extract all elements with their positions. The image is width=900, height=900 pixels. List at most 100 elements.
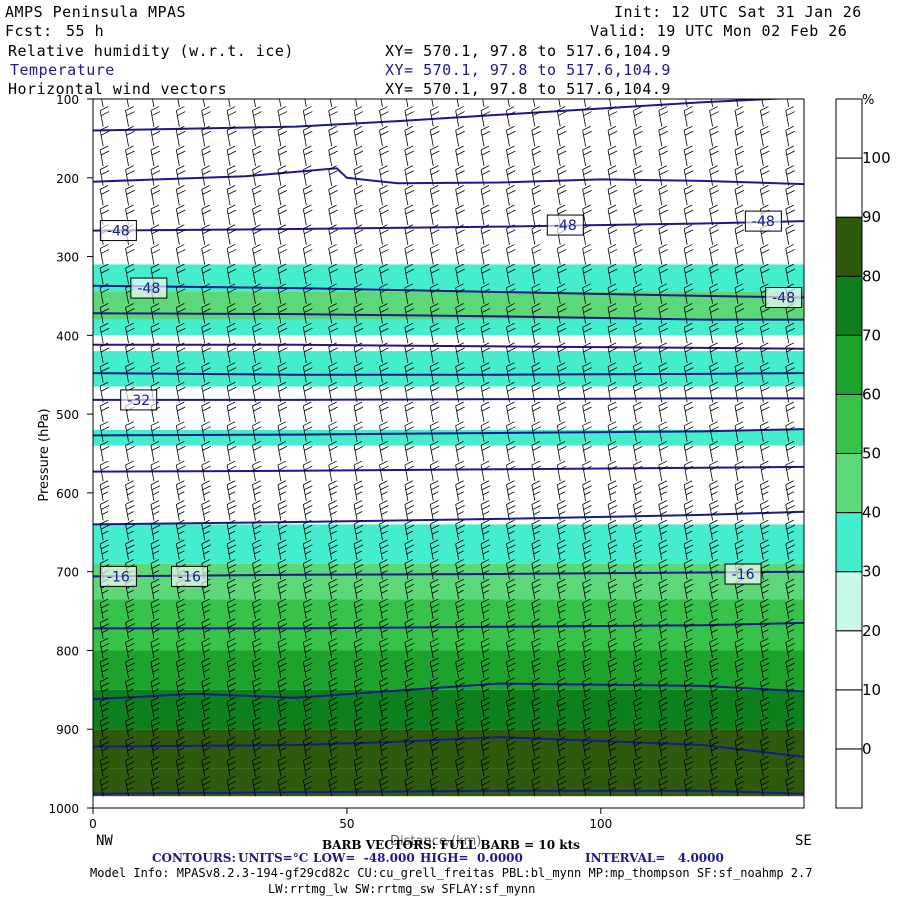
wind-barb — [201, 716, 211, 738]
wind-barb — [709, 637, 719, 659]
wind-barb — [379, 283, 389, 304]
wind-barb — [607, 165, 618, 186]
wind-barb — [785, 401, 795, 423]
wind-barb — [379, 362, 389, 383]
wind-barb — [506, 441, 516, 462]
x-tick-label: 0 — [89, 817, 97, 831]
wind-barb — [480, 421, 491, 442]
wind-barb — [506, 716, 516, 738]
contour-label-box — [744, 210, 782, 232]
x-tick-label: 50 — [339, 817, 354, 831]
wind-barb — [658, 421, 668, 442]
wind-barb — [201, 500, 211, 521]
wind-barb — [531, 322, 542, 344]
wind-barb — [480, 184, 491, 206]
wind-barb — [379, 598, 389, 620]
wind-barb — [734, 283, 745, 304]
wind-barb — [709, 480, 719, 501]
wind-barb — [633, 441, 643, 462]
wind-barb — [709, 381, 719, 403]
wind-barb — [633, 145, 643, 167]
wind-barb — [785, 480, 795, 501]
wind-barb — [582, 539, 592, 560]
wind-barb — [734, 322, 745, 344]
wind-barb — [759, 519, 770, 541]
wind-barb — [125, 598, 135, 620]
wind-barb — [683, 480, 694, 501]
wind-barb — [582, 598, 592, 620]
wind-barb — [785, 519, 795, 541]
wind-barb — [582, 165, 592, 186]
wind-barb — [429, 697, 440, 718]
wind-barb — [379, 184, 389, 206]
wind-barb — [302, 224, 313, 245]
wind-barb — [99, 401, 110, 423]
wind-barb — [709, 224, 719, 245]
wind-barb — [226, 145, 237, 167]
wind-barb — [252, 303, 262, 324]
wind-barb — [252, 775, 262, 797]
wind-barb — [175, 362, 186, 383]
valid-time: Valid: 19 UTC Mon 02 Feb 26 — [590, 22, 848, 40]
wind-barb — [328, 322, 338, 344]
wind-barb — [175, 322, 186, 344]
wind-barb — [150, 736, 161, 757]
wind-barb — [328, 224, 338, 245]
wind-barb — [633, 460, 643, 482]
wind-barb — [379, 578, 389, 600]
wind-barb — [607, 381, 618, 403]
wind-barb — [582, 618, 592, 639]
wind-barb — [302, 421, 313, 442]
wind-barb — [734, 697, 745, 718]
wind-barb — [353, 756, 364, 777]
wind-barb — [226, 401, 237, 423]
wind-barb — [226, 598, 237, 620]
wind-barb — [582, 775, 592, 797]
wind-barb — [226, 283, 237, 304]
wind-barb — [99, 519, 110, 541]
temperature-contour — [93, 167, 804, 186]
wind-barb — [277, 106, 288, 127]
wind-barb — [404, 618, 415, 639]
wind-barb — [201, 421, 211, 442]
wind-barb — [455, 362, 465, 383]
wind-barb — [531, 283, 542, 304]
wind-barb — [709, 716, 719, 738]
wind-barb — [404, 677, 415, 698]
rh-band — [93, 524, 804, 564]
wind-barb — [429, 244, 440, 265]
wind-barb — [404, 362, 415, 383]
wind-barb — [125, 677, 135, 698]
wind-barb — [429, 441, 440, 462]
wind-barb — [99, 184, 110, 206]
wind-barb — [759, 263, 770, 285]
wind-barb — [582, 244, 592, 265]
wind-barb — [175, 519, 186, 541]
wind-barb — [556, 342, 567, 363]
wind-barb — [480, 736, 491, 757]
wind-barb — [353, 519, 364, 541]
wind-barb — [582, 322, 592, 344]
wind-barb — [150, 106, 161, 127]
wind-barb — [709, 322, 719, 344]
wind-barb — [658, 480, 668, 501]
wind-barb — [506, 756, 516, 777]
wind-barb — [658, 736, 668, 757]
wind-barb — [633, 519, 643, 541]
wind-barb — [175, 165, 186, 186]
wind-barb — [302, 401, 313, 423]
wind-barb — [126, 99, 129, 107]
wind-barb — [506, 224, 516, 245]
model-info-line1: Model Info: MPASv8.2.3-194-gf29cd82c CU:… — [90, 866, 813, 880]
wind-barb — [353, 598, 364, 620]
wind-barb — [226, 677, 237, 698]
y-tick-label: 100 — [56, 93, 79, 107]
colorbar-tick-label: 90 — [862, 208, 881, 226]
wind-barb — [734, 125, 745, 147]
wind-barb — [734, 303, 745, 324]
wind-barb — [683, 441, 694, 462]
wind-barb — [607, 263, 618, 285]
wind-barb — [455, 244, 465, 265]
wind-barb — [734, 106, 745, 127]
wind-barb — [709, 539, 719, 560]
